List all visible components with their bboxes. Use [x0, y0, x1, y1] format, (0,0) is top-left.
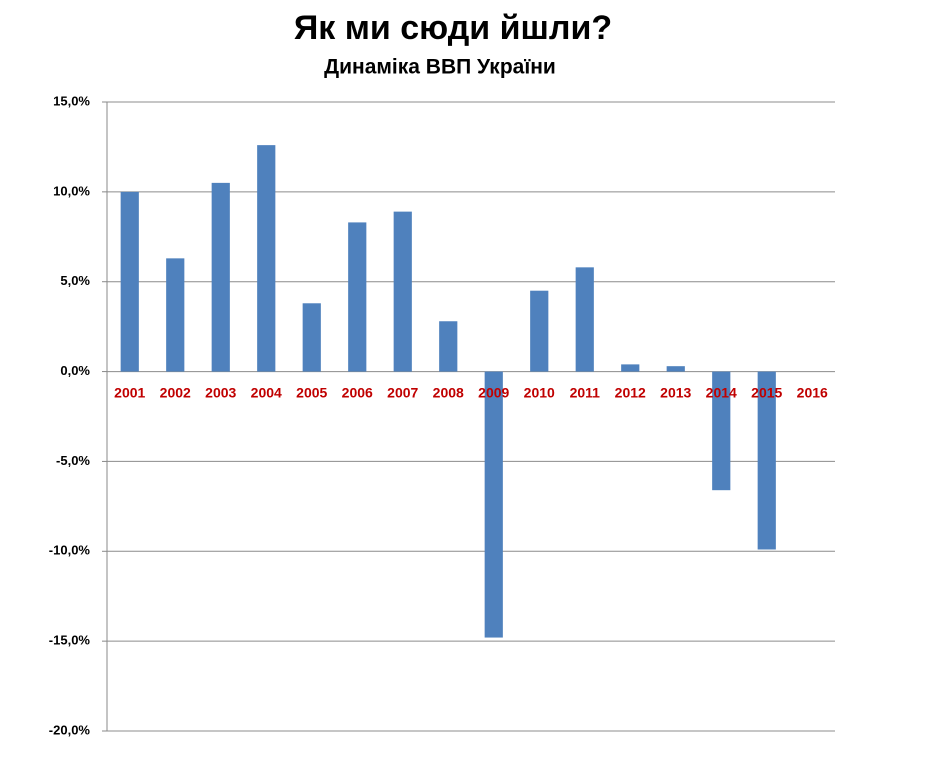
x-tick-label: 2005	[296, 384, 327, 400]
y-tick-label: 0,0%	[60, 363, 90, 378]
y-tick-label: -15,0%	[49, 633, 91, 648]
x-tick-label: 2014	[706, 384, 737, 400]
bar	[348, 222, 367, 372]
bar	[439, 321, 458, 372]
bar	[757, 371, 776, 550]
bar	[120, 191, 139, 372]
y-tick-label: 5,0%	[60, 273, 90, 288]
y-tick-label: 15,0%	[53, 93, 90, 108]
bar	[211, 182, 230, 372]
x-tick-label: 2002	[160, 384, 191, 400]
bar	[484, 371, 503, 638]
chart-title: Як ми сюди йшли?	[294, 9, 612, 47]
y-tick-label: 10,0%	[53, 183, 90, 198]
x-tick-label: 2003	[205, 384, 236, 400]
bar	[530, 290, 549, 372]
bar	[393, 211, 412, 372]
x-tick-label: 2015	[751, 384, 782, 400]
bar	[302, 303, 321, 372]
x-tick-label: 2011	[570, 384, 601, 400]
y-tick-label: -20,0%	[49, 722, 91, 737]
x-tick-label: 2010	[524, 384, 555, 400]
x-tick-label: 2008	[433, 384, 464, 400]
chart-subtitle: Динаміка ВВП України	[324, 56, 556, 79]
bar	[712, 371, 731, 491]
x-tick-label: 2004	[251, 384, 282, 400]
y-tick-label: -5,0%	[56, 453, 90, 468]
x-tick-label: 2001	[114, 384, 145, 400]
x-tick-label: 2016	[797, 384, 828, 400]
bar	[575, 267, 594, 372]
bar	[166, 258, 185, 372]
x-tick-label: 2012	[615, 384, 646, 400]
bar	[666, 366, 685, 372]
x-tick-label: 2009	[478, 384, 509, 400]
y-tick-label: -10,0%	[49, 543, 91, 558]
bar	[621, 364, 640, 372]
x-tick-label: 2006	[342, 384, 373, 400]
bar	[257, 145, 276, 372]
x-tick-label: 2007	[387, 384, 418, 400]
x-tick-label: 2013	[660, 384, 691, 400]
